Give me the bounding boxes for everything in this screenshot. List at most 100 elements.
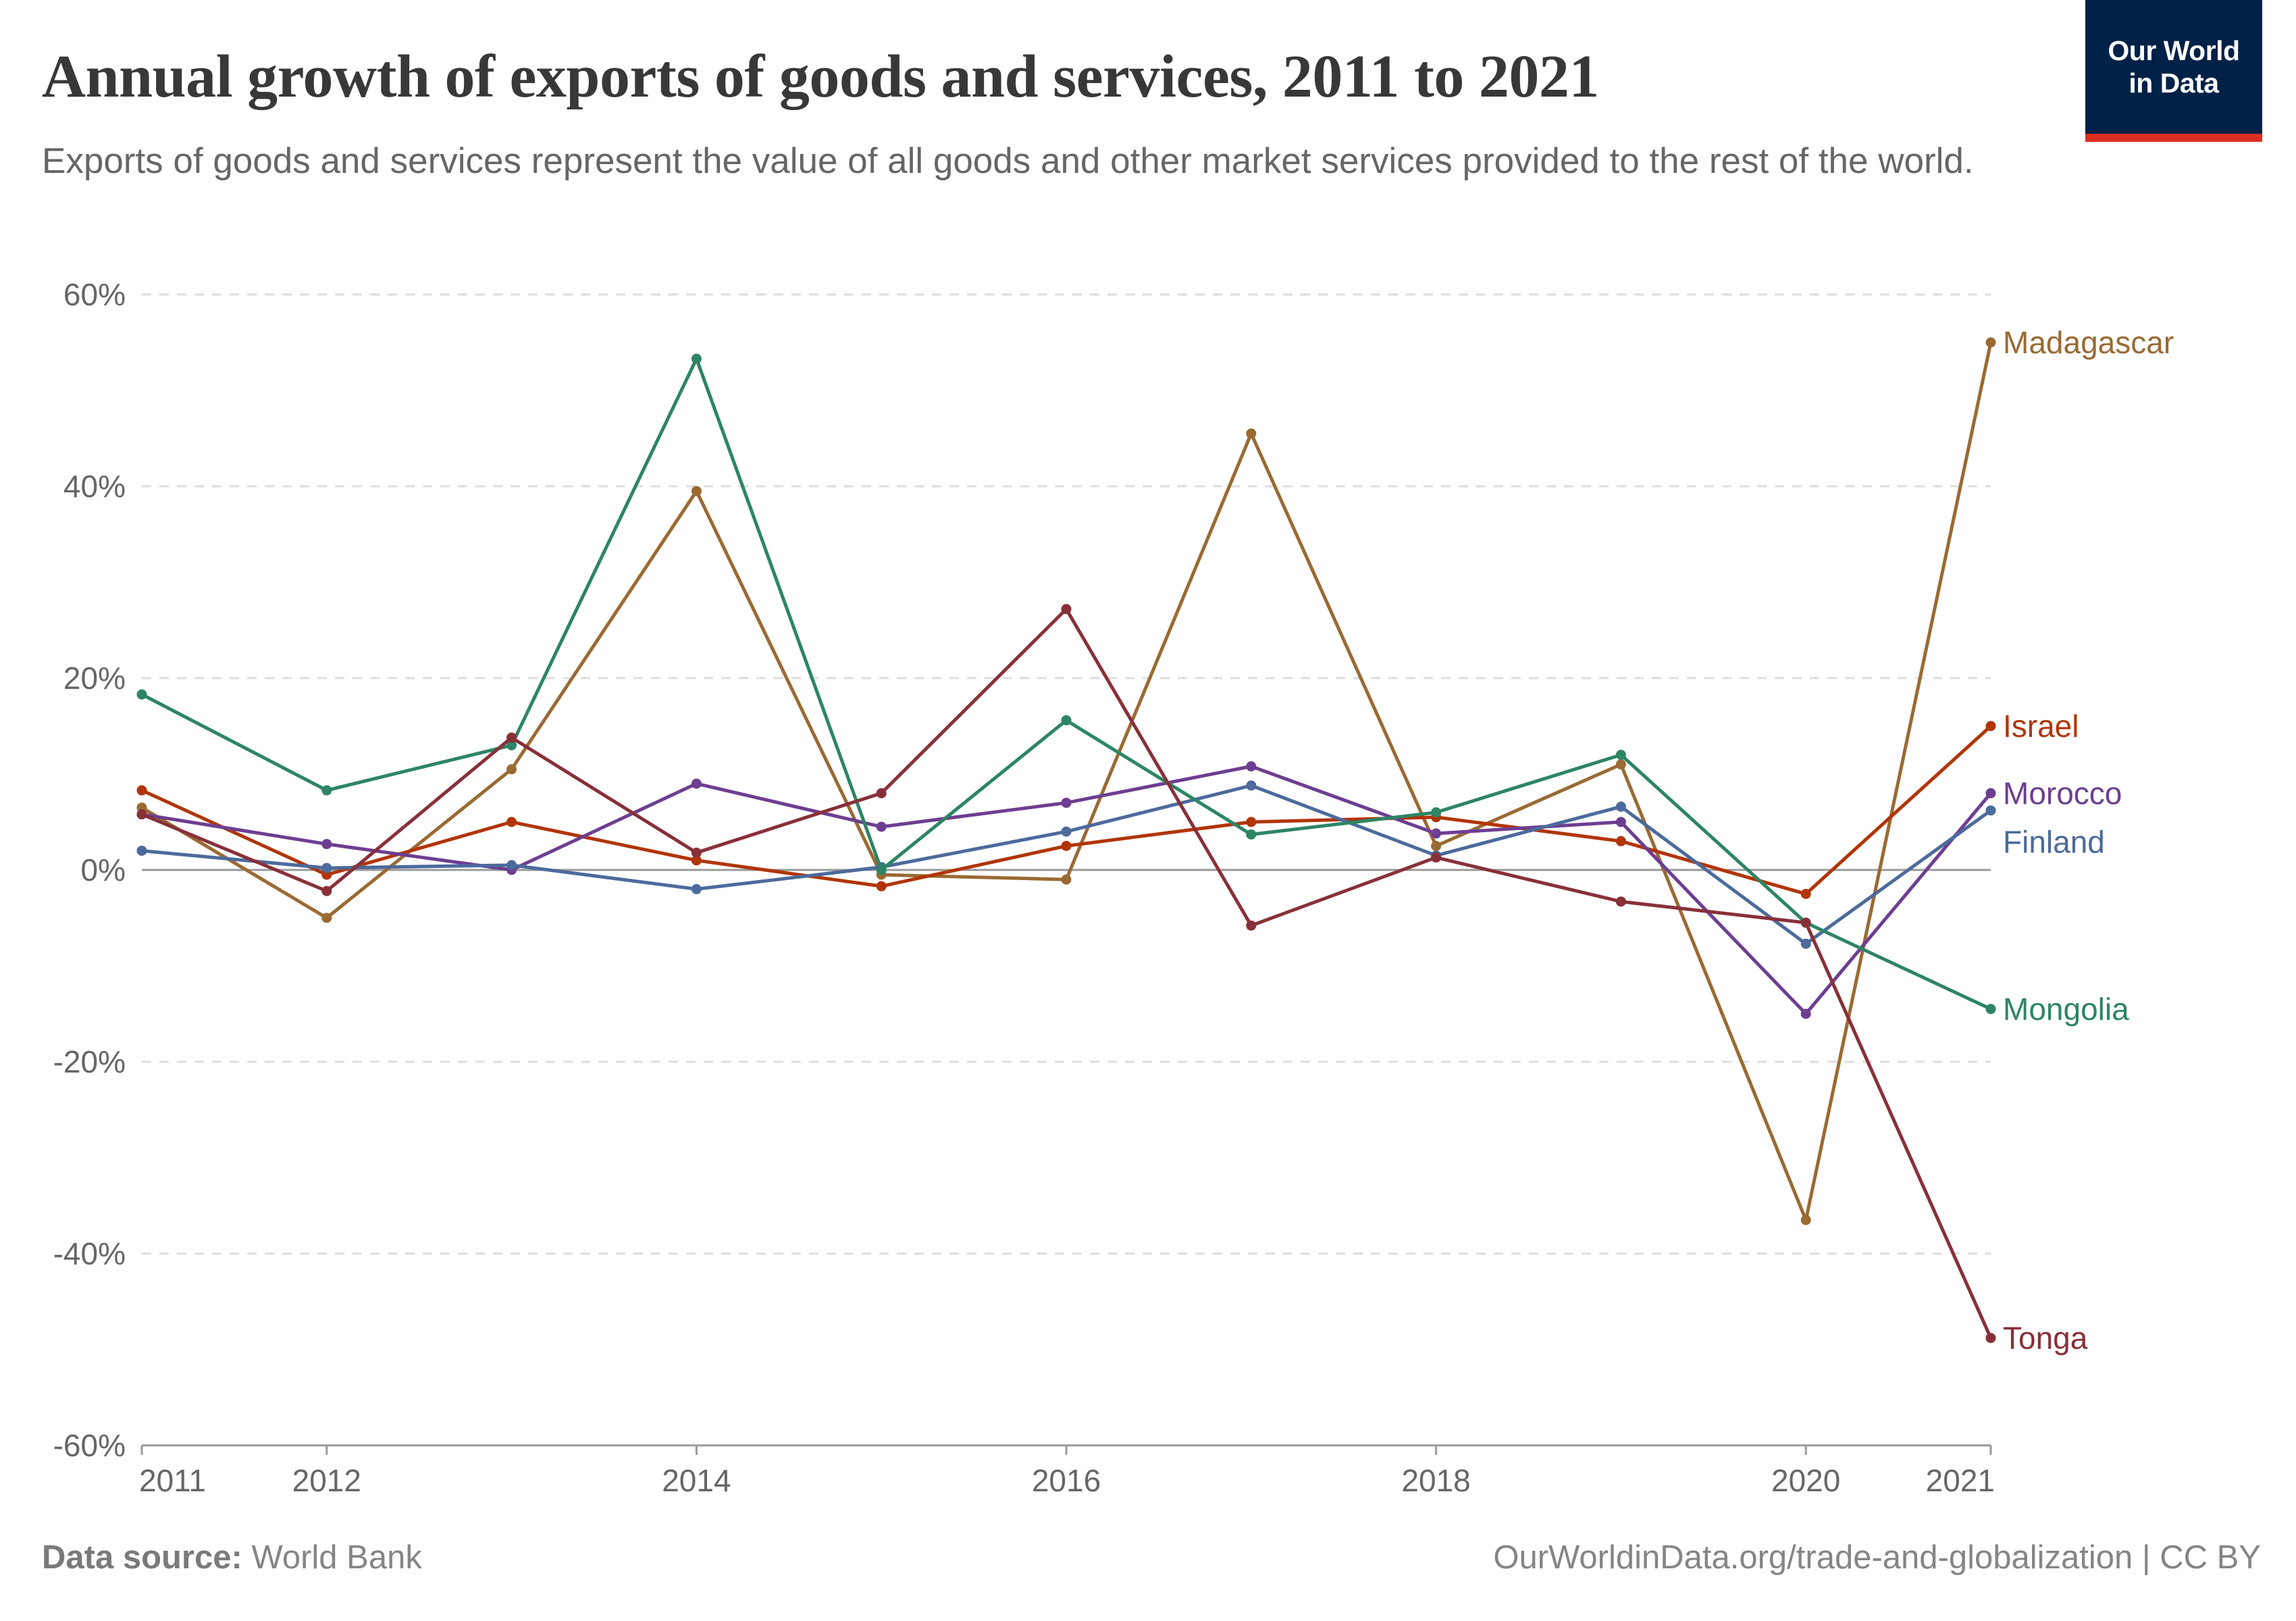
data-point[interactable] [1246, 829, 1257, 840]
data-point[interactable] [1615, 896, 1626, 907]
data-point[interactable] [1985, 805, 1996, 816]
owid-logo[interactable]: Our World in Data [2085, 0, 2262, 142]
y-tick-label: 40% [63, 469, 126, 504]
data-point[interactable] [1246, 920, 1257, 931]
series-label-israel[interactable]: Israel [2003, 709, 2079, 744]
x-tick-label: 2012 [292, 1463, 361, 1498]
data-point[interactable] [691, 855, 702, 866]
footer-link[interactable]: OurWorldinData.org/trade-and-globalizati… [1493, 1539, 2261, 1576]
x-tick-label: 2018 [1401, 1463, 1470, 1498]
x-axis: 2011 2012 2014 2016 2018 2020 2021 [139, 1444, 1995, 1498]
series-israel[interactable] [136, 721, 1996, 900]
data-point[interactable] [1246, 428, 1257, 439]
data-point[interactable] [506, 860, 517, 871]
data-point[interactable] [1615, 801, 1626, 812]
x-tick-label: 2014 [662, 1463, 731, 1498]
data-point[interactable] [321, 885, 332, 896]
data-point[interactable] [1985, 1004, 1996, 1014]
y-tick-label: -20% [53, 1044, 126, 1079]
data-point[interactable] [876, 881, 887, 892]
series-line[interactable] [140, 724, 1993, 896]
data-point[interactable] [136, 809, 147, 820]
data-point[interactable] [321, 785, 332, 796]
data-point[interactable] [876, 865, 887, 875]
data-point[interactable] [1061, 798, 1072, 808]
data-source-note: Data source: World Bank [42, 1539, 422, 1576]
data-point[interactable] [1800, 1214, 1811, 1225]
data-point[interactable] [1985, 788, 1996, 798]
data-point[interactable] [691, 847, 702, 858]
data-point[interactable] [1061, 826, 1072, 837]
data-point[interactable] [691, 353, 702, 364]
chart-title: Annual growth of exports of goods and se… [42, 43, 1599, 110]
data-point[interactable] [691, 883, 702, 894]
x-tick-label: 2011 [139, 1463, 206, 1498]
data-point[interactable] [1061, 841, 1072, 851]
data-source-label: Data source: [42, 1539, 242, 1576]
data-point[interactable] [1800, 1008, 1811, 1019]
x-tick-label: 2020 [1771, 1463, 1840, 1498]
data-point[interactable] [321, 839, 332, 850]
data-point[interactable] [1800, 889, 1811, 899]
y-tick-label: -40% [53, 1236, 126, 1271]
data-point[interactable] [506, 740, 517, 750]
series-label-morocco[interactable]: Morocco [2003, 775, 2122, 810]
x-tick-label: 2016 [1032, 1463, 1101, 1498]
data-point[interactable] [136, 689, 147, 700]
y-tick-label: 20% [63, 661, 126, 696]
data-point[interactable] [136, 846, 147, 856]
data-point[interactable] [1061, 604, 1072, 615]
data-point[interactable] [1246, 817, 1257, 827]
logo-line-2: in Data [2129, 68, 2219, 99]
data-point[interactable] [1431, 828, 1442, 839]
data-point[interactable] [1246, 761, 1257, 772]
series-label-finland[interactable]: Finland [2003, 824, 2105, 859]
data-point[interactable] [1615, 759, 1626, 770]
series-label-tonga[interactable]: Tonga [2003, 1320, 2088, 1356]
y-axis: 60% 40% 20% 0% -20% -40% -60% [53, 277, 126, 1463]
data-point[interactable] [1615, 817, 1626, 827]
series-tonga[interactable] [136, 604, 1996, 1343]
series-lines [136, 337, 1996, 1343]
series-label-mongolia[interactable]: Mongolia [2003, 992, 2129, 1027]
grid-lines [142, 293, 1991, 1447]
data-point[interactable] [1431, 852, 1442, 863]
data-point[interactable] [1985, 721, 1996, 731]
series-madagascar[interactable] [136, 337, 1996, 1225]
data-point[interactable] [136, 785, 147, 796]
data-point[interactable] [691, 778, 702, 789]
logo-line-1: Our World [2108, 35, 2240, 66]
data-point[interactable] [1246, 780, 1257, 791]
data-point[interactable] [1800, 917, 1811, 928]
data-point[interactable] [1615, 835, 1626, 846]
data-point[interactable] [506, 817, 517, 827]
series-mongolia[interactable] [136, 353, 1996, 1014]
data-point[interactable] [1985, 1333, 1996, 1343]
series-morocco[interactable] [136, 761, 1996, 1019]
data-point[interactable] [1061, 874, 1072, 885]
data-point[interactable] [1061, 715, 1072, 725]
series-labels: Madagascar Israel Morocco Finland Mongolia To… [2003, 325, 2174, 1356]
series-label-madagascar[interactable]: Madagascar [2003, 325, 2174, 360]
data-point[interactable] [876, 788, 887, 798]
chart-subtitle: Exports of goods and services represent … [42, 141, 1974, 181]
y-tick-label: -60% [53, 1428, 126, 1463]
data-point[interactable] [321, 863, 332, 873]
data-point[interactable] [691, 486, 702, 496]
data-point[interactable] [1431, 807, 1442, 818]
data-point[interactable] [506, 732, 517, 743]
y-tick-label: 60% [63, 277, 126, 312]
x-tick-label: 2021 [1926, 1463, 1995, 1498]
series-finland[interactable] [136, 780, 1996, 949]
data-point[interactable] [321, 912, 332, 923]
data-point[interactable] [1985, 337, 1996, 348]
series-line[interactable] [140, 340, 1993, 1222]
data-point[interactable] [1431, 841, 1442, 851]
data-point[interactable] [1800, 938, 1811, 949]
data-source-value: World Bank [251, 1539, 422, 1576]
y-tick-label: 0% [81, 852, 126, 887]
data-point[interactable] [876, 821, 887, 832]
data-point[interactable] [1615, 750, 1626, 761]
data-point[interactable] [506, 764, 517, 775]
